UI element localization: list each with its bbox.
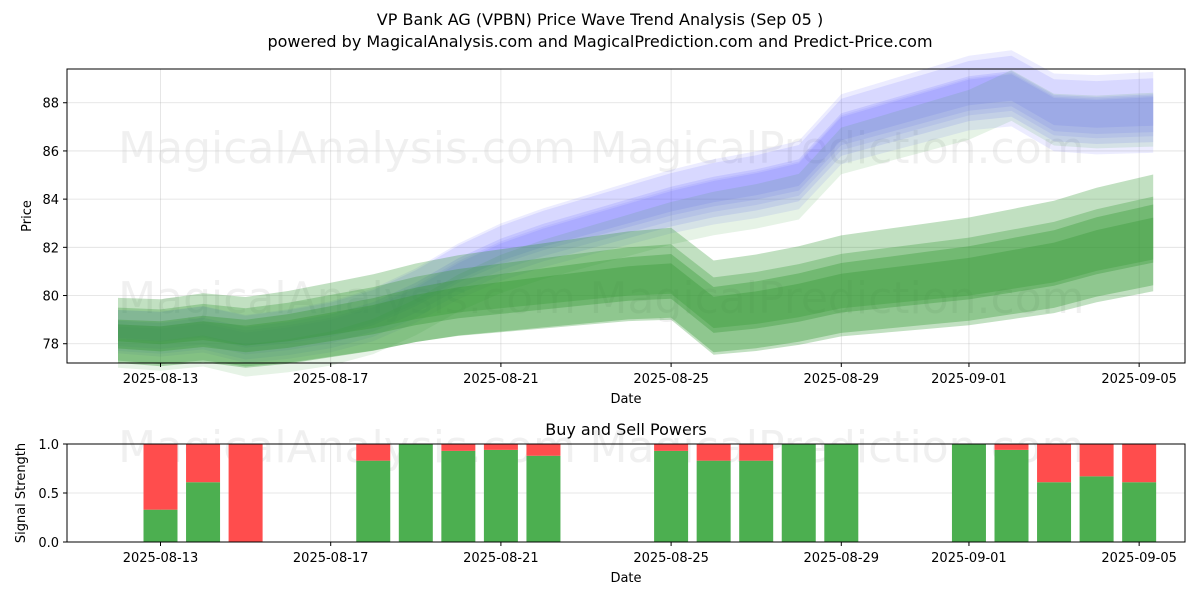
buy-power-bar — [1122, 482, 1157, 542]
price-y-ticks: 78 80 82 84 86 88 — [42, 97, 67, 353]
signal-x-tick-label: 2025-08-21 — [463, 551, 539, 566]
signal-bars — [143, 444, 1157, 542]
sell-power-bar — [186, 444, 221, 483]
signal-x-tick-label: 2025-08-13 — [123, 551, 199, 566]
price-axes-frame — [66, 68, 1186, 364]
buy-power-bar — [739, 460, 774, 542]
price-x-axis-label: Date — [610, 392, 641, 407]
buy-power-bar — [441, 450, 476, 542]
sell-power-bar — [356, 444, 391, 461]
sell-power-bar — [1079, 444, 1114, 477]
price-x-tick-label: 2025-08-29 — [804, 372, 880, 387]
blue-wave-band — [118, 55, 1154, 348]
price-y-tick-label: 82 — [42, 241, 59, 256]
chart-title: VP Bank AG (VPBN) Price Wave Trend Analy… — [377, 10, 823, 29]
buy-power-bar — [994, 449, 1029, 542]
chart-subtitle: powered by MagicalAnalysis.com and Magic… — [267, 32, 932, 51]
price-y-axis-label: Price — [20, 200, 35, 232]
signal-y-ticks: 0.0 0.5 1.0 — [38, 438, 67, 551]
price-x-tick-label: 2025-09-05 — [1101, 372, 1177, 387]
buy-power-bar — [483, 449, 518, 542]
price-x-tick-label: 2025-08-17 — [293, 372, 369, 387]
buy-power-bar — [356, 460, 391, 542]
sell-power-bar — [696, 444, 731, 461]
signal-x-ticks: 2025-08-13 2025-08-17 2025-08-21 2025-08-25… — [123, 542, 1177, 566]
buy-power-bar — [186, 482, 221, 542]
green-wave-band — [118, 174, 1154, 367]
price-y-tick-label: 86 — [42, 145, 59, 160]
watermark-analysis-mid: MagicalAnalysis.com — [118, 273, 576, 324]
green-wave-band — [118, 196, 1154, 346]
price-x-tick-label: 2025-08-21 — [463, 372, 539, 387]
signal-x-tick-label: 2025-09-05 — [1101, 551, 1177, 566]
blue-wave-band — [118, 72, 1154, 355]
sell-power-bar — [441, 444, 476, 451]
signal-x-axis-label: Date — [610, 571, 641, 586]
price-panel: MagicalAnalysis.com MagicalPrediction.co… — [20, 50, 1186, 407]
buy-power-bar — [398, 444, 433, 542]
buy-power-bar — [526, 455, 561, 542]
buy-power-bar — [824, 444, 859, 542]
signal-x-tick-label: 2025-08-17 — [293, 551, 369, 566]
watermark-prediction-mid: MagicalPrediction.com — [590, 273, 1085, 324]
green-shadow-band — [118, 70, 1154, 377]
signal-y-tick-label: 1.0 — [38, 438, 59, 453]
sell-power-bar — [143, 444, 178, 510]
signal-x-tick-label: 2025-08-29 — [804, 551, 880, 566]
buy-power-bar — [781, 444, 816, 542]
signal-x-tick-label: 2025-08-25 — [633, 551, 709, 566]
sell-power-bar — [526, 444, 561, 456]
price-x-tick-label: 2025-08-25 — [633, 372, 709, 387]
watermark-prediction-top: MagicalPrediction.com — [590, 123, 1085, 174]
signal-panel: Buy and Sell Powers MagicalAnalysis.com … — [14, 420, 1186, 586]
green-wave-band — [118, 217, 1154, 353]
sell-power-bar — [1122, 444, 1157, 483]
price-x-tick-label: 2025-09-01 — [931, 372, 1007, 387]
signal-panel-title: Buy and Sell Powers — [545, 420, 707, 439]
blue-wave-band — [118, 74, 1154, 360]
signal-y-tick-label: 0.5 — [38, 487, 59, 502]
watermark-analysis-top: MagicalAnalysis.com — [118, 123, 576, 174]
buy-power-bar — [654, 450, 689, 542]
sell-power-bar — [994, 444, 1029, 450]
buy-power-bar — [143, 509, 178, 542]
signal-y-tick-label: 0.0 — [38, 536, 59, 551]
price-plot-area — [67, 69, 1185, 363]
buy-power-bar — [1079, 476, 1114, 542]
sell-power-bar — [228, 444, 263, 542]
price-y-tick-label: 84 — [42, 193, 59, 208]
price-wave-bands — [118, 50, 1154, 377]
blue-wave-band — [118, 50, 1154, 363]
price-y-tick-label: 78 — [42, 338, 59, 353]
buy-power-bar — [696, 460, 731, 542]
sell-power-bar — [654, 444, 689, 451]
signal-x-tick-label: 2025-09-01 — [931, 551, 1007, 566]
buy-power-bar — [1037, 482, 1072, 542]
price-y-tick-label: 88 — [42, 97, 59, 112]
sell-power-bar — [1037, 444, 1072, 483]
price-gridlines — [67, 69, 1185, 363]
sell-power-bar — [483, 444, 518, 450]
buy-power-bar — [951, 444, 986, 542]
signal-y-axis-label: Signal Strength — [14, 443, 29, 543]
blue-wave-band — [118, 71, 1154, 346]
sell-power-bar — [739, 444, 774, 461]
price-x-ticks: 2025-08-13 2025-08-17 2025-08-21 2025-08-25… — [123, 363, 1177, 387]
price-y-tick-label: 80 — [42, 290, 59, 305]
green-wave-band — [118, 204, 1154, 368]
price-x-tick-label: 2025-08-13 — [123, 372, 199, 387]
